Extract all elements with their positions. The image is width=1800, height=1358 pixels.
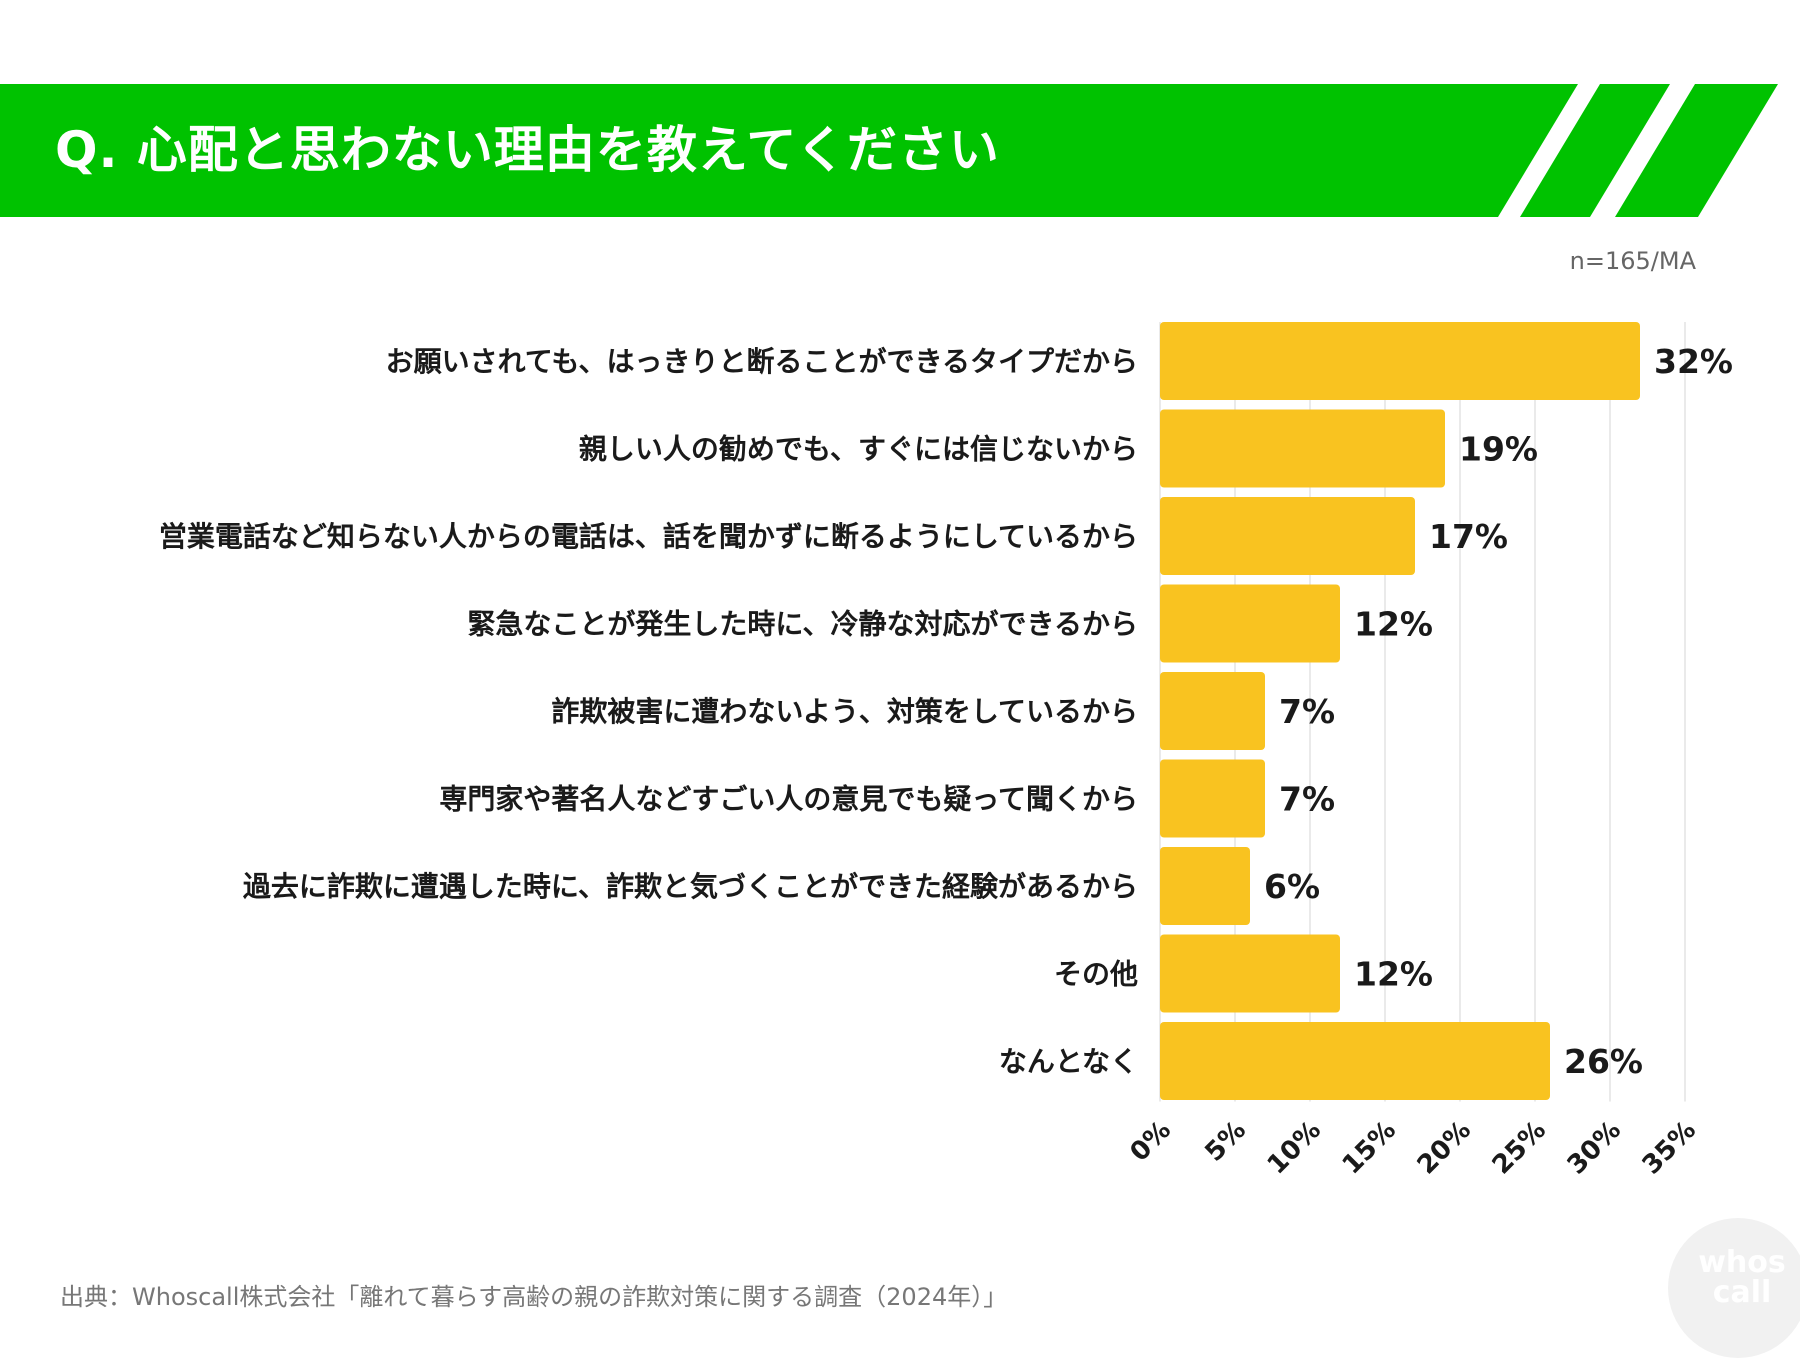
bar <box>1160 1022 1550 1100</box>
bar <box>1160 409 1445 488</box>
x-tick-label: 25% <box>1487 1115 1552 1180</box>
bar <box>1160 672 1265 750</box>
data-label: 19% <box>1459 430 1538 469</box>
page-title: Q. 心配と思わない理由を教えてください <box>55 121 1000 179</box>
bar <box>1160 759 1265 838</box>
banner-stripe-1 <box>1520 84 1670 217</box>
category-label: 過去に詐欺に遭遇した時に、詐欺と気づくことができた経験があるから <box>243 870 1138 903</box>
data-label: 7% <box>1279 692 1335 731</box>
whoscall-logo: whos call <box>1668 1218 1800 1358</box>
sample-size-note: n=165/MA <box>1569 247 1696 275</box>
category-label: 営業電話など知らない人からの電話は、話を聞かずに断るようにしているから <box>159 520 1138 553</box>
data-label: 12% <box>1354 605 1433 644</box>
data-label: 26% <box>1564 1042 1643 1081</box>
banner-main-band <box>0 84 1578 217</box>
bar <box>1160 847 1250 925</box>
bar <box>1160 584 1340 663</box>
banner-stripe-2 <box>1615 84 1778 217</box>
category-label: 緊急なことが発生した時に、冷静な対応ができるから <box>467 608 1138 641</box>
x-tick-label: 10% <box>1262 1115 1327 1180</box>
category-label: 詐欺被害に遭わないよう、対策をしているから <box>551 695 1138 728</box>
bar <box>1160 497 1415 575</box>
title-banner: Q. 心配と思わない理由を教えてください <box>0 84 1800 217</box>
logo-text: whos call <box>1698 1245 1786 1310</box>
category-label: なんとなく <box>999 1045 1138 1078</box>
data-label: 32% <box>1654 342 1733 381</box>
category-label: 親しい人の勧めでも、すぐには信じないから <box>579 433 1138 466</box>
x-tick-label: 30% <box>1562 1115 1627 1180</box>
data-label: 12% <box>1354 955 1433 994</box>
x-tick-label: 0% <box>1125 1115 1177 1167</box>
x-tick-label: 5% <box>1200 1115 1252 1167</box>
bar-chart: お願いされても、はっきりと断ることができるタイプだから 32% 親しい人の勧めでも、… <box>159 322 1733 1180</box>
x-tick-label: 35% <box>1637 1115 1702 1180</box>
category-label: お願いされても、はっきりと断ることができるタイプだから <box>386 345 1138 378</box>
data-label: 6% <box>1264 867 1320 906</box>
category-label: その他 <box>1054 958 1138 991</box>
bar <box>1160 934 1340 1013</box>
x-tick-label: 15% <box>1337 1115 1402 1180</box>
x-tick-label: 20% <box>1412 1115 1477 1180</box>
bar <box>1160 322 1640 400</box>
data-label: 17% <box>1429 517 1508 556</box>
banner-background <box>0 84 1778 217</box>
source-citation: 出典：Whoscall株式会社「離れて暮らす高齢の親の詐欺対策に関する調査（20… <box>60 1283 1008 1311</box>
data-label: 7% <box>1279 780 1335 819</box>
category-label: 専門家や著名人などすごい人の意見でも疑って聞くから <box>439 783 1138 816</box>
